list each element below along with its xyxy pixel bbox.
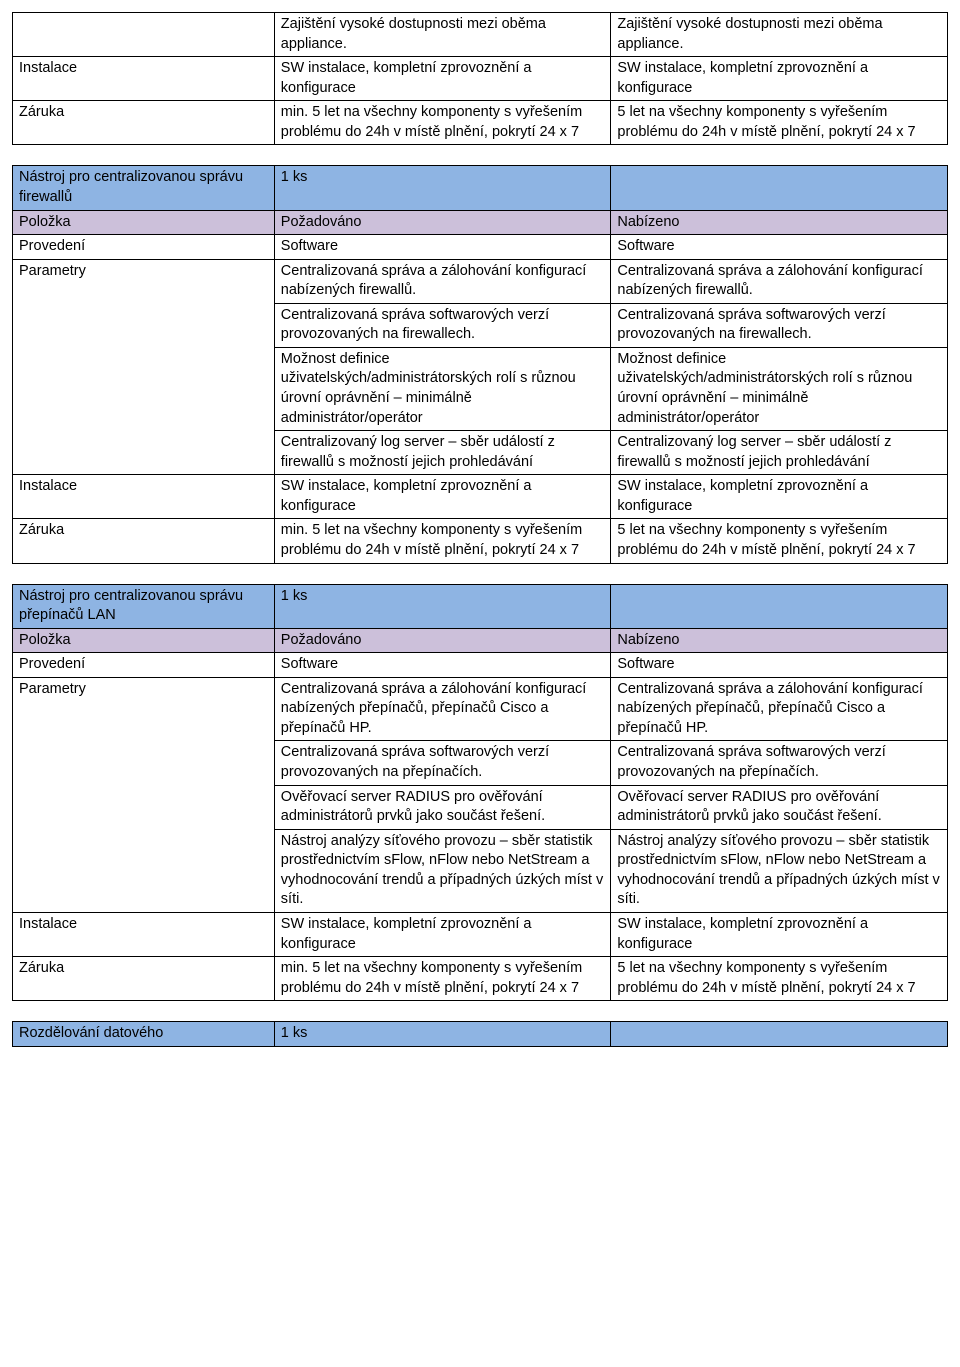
- cell: Záruka: [13, 101, 275, 145]
- cell: [611, 1022, 948, 1047]
- column-header-row: Položka Požadováno Nabízeno: [13, 628, 948, 653]
- spec-table-firewall: Nástroj pro centralizovanou správu firew…: [12, 165, 948, 563]
- cell: SW instalace, kompletní zprovoznění a ko…: [611, 912, 948, 956]
- cell: min. 5 let na všechny komponenty s vyřeš…: [274, 957, 611, 1001]
- table-row: Záruka min. 5 let na všechny komponenty …: [13, 957, 948, 1001]
- cell: SW instalace, kompletní zprovoznění a ko…: [611, 57, 948, 101]
- cell: min. 5 let na všechny komponenty s vyřeš…: [274, 519, 611, 563]
- table-row: Zajištění vysoké dostupnosti mezi oběma …: [13, 13, 948, 57]
- cell: SW instalace, kompletní zprovoznění a ko…: [274, 475, 611, 519]
- col-header: Nabízeno: [611, 210, 948, 235]
- quantity: 1 ks: [274, 166, 611, 210]
- section-header-row: Rozdělování datového 1 ks: [13, 1022, 948, 1047]
- column-header-row: Položka Požadováno Nabízeno: [13, 210, 948, 235]
- cell: Software: [274, 235, 611, 260]
- section-header-row: Nástroj pro centralizovanou správu firew…: [13, 166, 948, 210]
- spec-table-lan: Nástroj pro centralizovanou správu přepí…: [12, 584, 948, 1002]
- cell: Parametry: [13, 677, 275, 912]
- cell: Software: [274, 653, 611, 678]
- cell: Možnost definice uživatelských/administr…: [274, 347, 611, 430]
- cell: 5 let na všechny komponenty s vyřešením …: [611, 957, 948, 1001]
- table-row: Parametry Centralizovaná správa a záloho…: [13, 677, 948, 741]
- quantity: 1 ks: [274, 584, 611, 628]
- cell: Centralizovaná správa a zálohování konfi…: [611, 677, 948, 741]
- cell: [13, 13, 275, 57]
- col-header: Položka: [13, 210, 275, 235]
- cell: SW instalace, kompletní zprovoznění a ko…: [274, 57, 611, 101]
- cell: Centralizovaná správa softwarových verzí…: [274, 741, 611, 785]
- cell: Centralizovaná správa softwarových verzí…: [611, 303, 948, 347]
- cell: Možnost definice uživatelských/administr…: [611, 347, 948, 430]
- cell: Software: [611, 235, 948, 260]
- table-row: Instalace SW instalace, kompletní zprovo…: [13, 57, 948, 101]
- cell: [611, 584, 948, 628]
- table-row: Záruka min. 5 let na všechny komponenty …: [13, 519, 948, 563]
- cell: Zajištění vysoké dostupnosti mezi oběma …: [274, 13, 611, 57]
- cell: Nástroj analýzy síťového provozu – sběr …: [611, 829, 948, 912]
- cell: Záruka: [13, 519, 275, 563]
- section-title: Nástroj pro centralizovanou správu firew…: [13, 166, 275, 210]
- cell: Centralizovaná správa softwarových verzí…: [274, 303, 611, 347]
- cell: SW instalace, kompletní zprovoznění a ko…: [611, 475, 948, 519]
- cell: Parametry: [13, 259, 275, 475]
- col-header: Nabízeno: [611, 628, 948, 653]
- col-header: Požadováno: [274, 628, 611, 653]
- cell: Ověřovací server RADIUS pro ověřování ad…: [611, 785, 948, 829]
- table-row: Provedení Software Software: [13, 235, 948, 260]
- cell: [611, 166, 948, 210]
- col-header: Položka: [13, 628, 275, 653]
- cell: Záruka: [13, 957, 275, 1001]
- cell: min. 5 let na všechny komponenty s vyřeš…: [274, 101, 611, 145]
- cell: Centralizovaná správa softwarových verzí…: [611, 741, 948, 785]
- cell: Centralizovaná správa a zálohování konfi…: [611, 259, 948, 303]
- spec-table-1: Zajištění vysoké dostupnosti mezi oběma …: [12, 12, 948, 145]
- cell: Centralizovaná správa a zálohování konfi…: [274, 259, 611, 303]
- col-header: Požadováno: [274, 210, 611, 235]
- cell: SW instalace, kompletní zprovoznění a ko…: [274, 912, 611, 956]
- cell: 5 let na všechny komponenty s vyřešením …: [611, 519, 948, 563]
- cell: Nástroj analýzy síťového provozu – sběr …: [274, 829, 611, 912]
- cell: Instalace: [13, 912, 275, 956]
- cell: Zajištění vysoké dostupnosti mezi oběma …: [611, 13, 948, 57]
- cell: Provedení: [13, 653, 275, 678]
- cell: Centralizovaná správa a zálohování konfi…: [274, 677, 611, 741]
- cell: 5 let na všechny komponenty s vyřešením …: [611, 101, 948, 145]
- cell: Centralizovaný log server – sběr událost…: [274, 431, 611, 475]
- cell: Centralizovaný log server – sběr událost…: [611, 431, 948, 475]
- cell: Provedení: [13, 235, 275, 260]
- section-title: Nástroj pro centralizovanou správu přepí…: [13, 584, 275, 628]
- spec-table-data-split: Rozdělování datového 1 ks: [12, 1021, 948, 1047]
- cell: Ověřovací server RADIUS pro ověřování ad…: [274, 785, 611, 829]
- table-row: Instalace SW instalace, kompletní zprovo…: [13, 475, 948, 519]
- cell: Software: [611, 653, 948, 678]
- table-row: Záruka min. 5 let na všechny komponenty …: [13, 101, 948, 145]
- section-header-row: Nástroj pro centralizovanou správu přepí…: [13, 584, 948, 628]
- cell: Instalace: [13, 475, 275, 519]
- section-title: Rozdělování datového: [13, 1022, 275, 1047]
- table-row: Provedení Software Software: [13, 653, 948, 678]
- quantity: 1 ks: [274, 1022, 611, 1047]
- table-row: Parametry Centralizovaná správa a záloho…: [13, 259, 948, 303]
- table-row: Instalace SW instalace, kompletní zprovo…: [13, 912, 948, 956]
- cell: Instalace: [13, 57, 275, 101]
